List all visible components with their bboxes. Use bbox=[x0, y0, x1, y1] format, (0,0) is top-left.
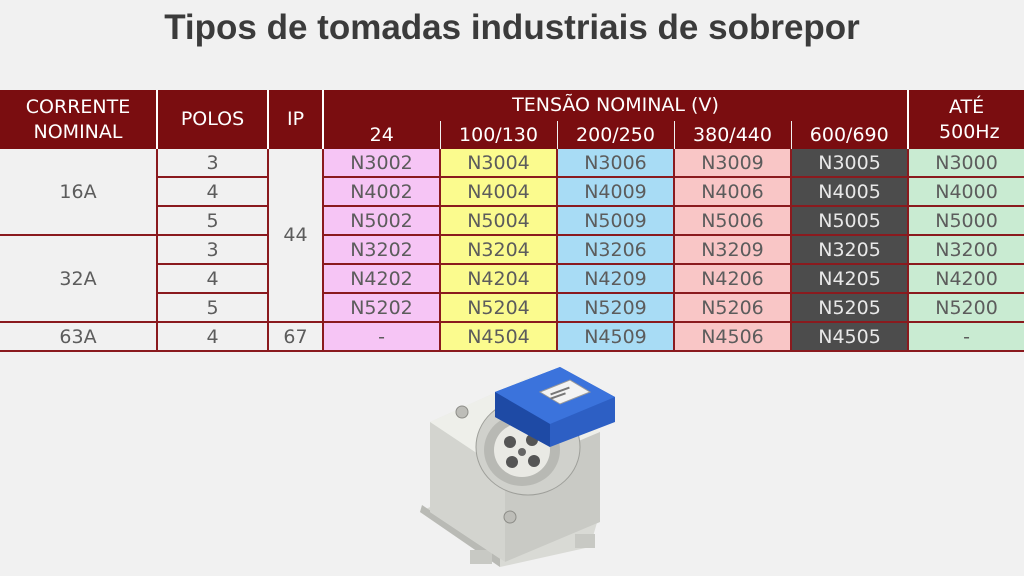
code-cell: - bbox=[908, 322, 1024, 352]
code-cell: N3006 bbox=[557, 149, 675, 178]
code-cell: N5004 bbox=[440, 206, 558, 236]
header-tensao-nominal: TENSÃO NOMINAL (V) bbox=[323, 90, 910, 121]
code-cell: N4202 bbox=[323, 264, 441, 294]
header-ate-500hz: ATÉ 500Hz bbox=[908, 90, 1024, 149]
code-cell: N4204 bbox=[440, 264, 558, 294]
header-row-top: CORRENTE NOMINAL POLOS IP TENSÃO NOMINAL… bbox=[0, 90, 1024, 149]
code-cell: N5200 bbox=[908, 293, 1024, 323]
polos-cell: 3 bbox=[157, 149, 269, 178]
header-corrente-nominal: CORRENTE NOMINAL bbox=[0, 90, 158, 149]
table-row: 5 N5002 N5004 N5009 N5006 N5005 N5000 bbox=[0, 206, 1024, 236]
table-row: 32A 3 N3202 N3204 N3206 N3209 N3205 N320… bbox=[0, 234, 1024, 323]
page-title: Tipos de tomadas industriais de sobrepor bbox=[164, 8, 860, 47]
corrente-16a: 16A bbox=[0, 149, 158, 235]
code-cell: N3000 bbox=[908, 149, 1024, 178]
header-voltage-200-250: 200/250 bbox=[556, 121, 674, 149]
code-cell: N5009 bbox=[557, 206, 675, 236]
polos-cell: 4 bbox=[157, 321, 269, 352]
code-cell: N3200 bbox=[908, 235, 1024, 265]
code-cell: N4200 bbox=[908, 264, 1024, 294]
code-cell: N4005 bbox=[791, 177, 910, 207]
code-cell: N4209 bbox=[557, 264, 675, 294]
code-cell: N3209 bbox=[674, 235, 792, 265]
code-cell: N5005 bbox=[791, 206, 910, 236]
polos-cell: 4 bbox=[157, 264, 269, 294]
code-cell: N4206 bbox=[674, 264, 792, 294]
code-cell: N3002 bbox=[323, 149, 441, 178]
polos-cell: 5 bbox=[157, 293, 269, 323]
header-row-voltages: 24 100/130 200/250 380/440 600/690 bbox=[0, 121, 1024, 149]
code-cell: N3204 bbox=[440, 235, 558, 265]
industrial-socket-illustration bbox=[420, 367, 615, 567]
code-cell: N4006 bbox=[674, 177, 792, 207]
header-voltage-380-440: 380/440 bbox=[673, 121, 791, 149]
code-cell: N4509 bbox=[557, 322, 675, 352]
code-cell: N4000 bbox=[908, 177, 1024, 207]
code-cell: N4504 bbox=[440, 322, 558, 352]
socket-types-table: CORRENTE NOMINAL POLOS IP TENSÃO NOMINAL… bbox=[0, 90, 1024, 352]
code-cell: N4506 bbox=[674, 322, 792, 352]
code-cell: N4205 bbox=[791, 264, 910, 294]
code-cell: N5202 bbox=[323, 293, 441, 323]
table-row: 4 N4002 N4004 N4009 N4006 N4005 N4000 bbox=[0, 177, 1024, 207]
polos-cell: 4 bbox=[157, 177, 269, 207]
header-voltage-24: 24 bbox=[323, 121, 440, 149]
code-cell: N3202 bbox=[323, 235, 441, 265]
code-cell: N3009 bbox=[674, 149, 792, 178]
corrente-32a: 32A bbox=[0, 234, 158, 323]
code-cell: N3206 bbox=[557, 235, 675, 265]
code-cell: N4505 bbox=[791, 322, 910, 352]
code-cell: N5209 bbox=[557, 293, 675, 323]
polos-cell: 5 bbox=[157, 206, 269, 236]
code-cell: N5006 bbox=[674, 206, 792, 236]
code-cell: N5204 bbox=[440, 293, 558, 323]
table-row: 5 N5202 N5204 N5209 N5206 N5205 N5200 bbox=[0, 293, 1024, 323]
header-voltage-600-690: 600/690 bbox=[790, 121, 910, 149]
table-row: 63A 4 67 - N4504 N4509 N4506 N4505 - bbox=[0, 321, 1024, 352]
table-row: 4 N4202 N4204 N4209 N4206 N4205 N4200 bbox=[0, 264, 1024, 294]
code-cell: N5000 bbox=[908, 206, 1024, 236]
code-cell: N3004 bbox=[440, 149, 558, 178]
ip-44: 44 bbox=[268, 149, 324, 322]
polos-cell: 3 bbox=[157, 235, 269, 265]
header-ip: IP bbox=[268, 90, 324, 149]
code-cell: N4002 bbox=[323, 177, 441, 207]
header-polos: POLOS bbox=[157, 90, 269, 149]
code-cell: N5206 bbox=[674, 293, 792, 323]
code-cell: N3005 bbox=[791, 149, 910, 178]
code-cell: - bbox=[323, 322, 441, 352]
code-cell: N3205 bbox=[791, 235, 910, 265]
code-cell: N4009 bbox=[557, 177, 675, 207]
table-row: 16A 3 44 N3002 N3004 N3006 N3009 N3005 N… bbox=[0, 149, 1024, 322]
code-cell: N5002 bbox=[323, 206, 441, 236]
code-cell: N4004 bbox=[440, 177, 558, 207]
code-cell: N5205 bbox=[791, 293, 910, 323]
ip-67: 67 bbox=[268, 321, 324, 352]
corrente-63a: 63A bbox=[0, 321, 158, 352]
header-voltage-100-130: 100/130 bbox=[439, 121, 557, 149]
